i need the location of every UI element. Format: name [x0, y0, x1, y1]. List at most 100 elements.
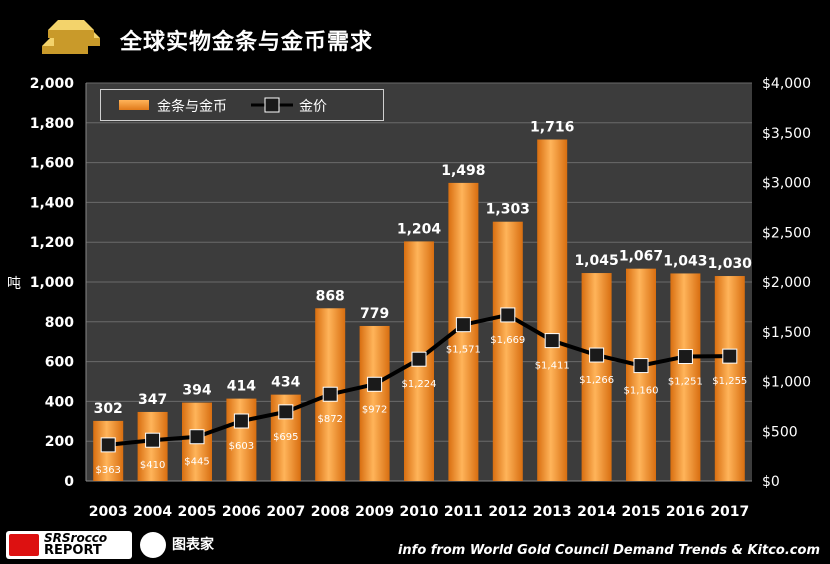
bar-value-label: 1,498 — [441, 163, 485, 179]
bar-value-label: 1,716 — [530, 120, 574, 136]
bar — [359, 325, 390, 481]
price-marker — [100, 437, 116, 453]
price-value-label: $1,266 — [579, 375, 614, 386]
y2-tick-label: $1,000 — [762, 375, 811, 391]
y2-tick-label: $500 — [762, 424, 798, 440]
price-value-label: $1,669 — [490, 335, 525, 346]
logo-circle-icon — [140, 532, 166, 558]
bar — [581, 273, 612, 481]
x-tick-label: 2010 — [400, 504, 439, 520]
x-tick-label: 2005 — [178, 504, 217, 520]
y2-tick-label: $3,000 — [762, 176, 811, 192]
y-tick-label: 1,600 — [30, 156, 75, 172]
bar-value-label: 779 — [360, 306, 389, 322]
y2-tick-label: $3,500 — [762, 126, 811, 142]
gold-bar-side — [54, 38, 100, 46]
y-tick-label: 200 — [45, 434, 74, 450]
y-tick-label: 600 — [45, 355, 74, 371]
bar-value-label: 347 — [138, 392, 167, 408]
price-marker — [278, 404, 294, 420]
x-tick-label: 2007 — [266, 504, 305, 520]
page-title: 全球实物金条与金币需求 — [120, 30, 374, 55]
bar-value-label: 1,045 — [574, 253, 618, 269]
y2-tick-label: $2,000 — [762, 275, 811, 291]
gold-bar-top — [48, 20, 94, 30]
y-tick-label: 800 — [45, 315, 74, 331]
bar-value-label: 1,030 — [708, 256, 753, 272]
legend-label-line: 金价 — [299, 99, 327, 115]
bar-value-label: 302 — [94, 401, 123, 417]
price-value-label: $972 — [362, 404, 387, 415]
y-tick-label: 400 — [45, 394, 74, 410]
bar-value-label: 394 — [182, 383, 211, 399]
price-value-label: $1,255 — [712, 376, 747, 387]
x-tick-label: 2014 — [577, 504, 616, 520]
logo-watermark-text: 图表家 — [172, 537, 214, 553]
bar — [714, 276, 745, 481]
price-value-label: $410 — [140, 460, 165, 471]
price-value-label: $1,411 — [535, 361, 570, 372]
price-value-label: $872 — [317, 414, 342, 425]
price-marker — [233, 413, 249, 429]
y2-tick-label: $4,000 — [762, 76, 811, 92]
price-marker — [455, 317, 471, 333]
x-tick-label: 2006 — [222, 504, 261, 520]
bar-value-label: 868 — [316, 288, 345, 304]
gold-bar-side — [42, 46, 88, 54]
price-marker — [633, 358, 649, 374]
y-tick-label: 2,000 — [30, 76, 75, 92]
bar — [670, 273, 701, 481]
price-marker — [500, 307, 516, 323]
price-marker — [367, 376, 383, 392]
bar — [537, 139, 568, 482]
bar — [226, 398, 257, 481]
price-marker — [544, 333, 560, 349]
x-tick-label: 2009 — [355, 504, 394, 520]
price-value-label: $1,571 — [446, 345, 481, 356]
price-value-label: $603 — [229, 441, 254, 452]
price-value-label: $1,224 — [402, 379, 437, 390]
price-value-label: $445 — [184, 457, 209, 468]
gold-bars-icon — [42, 20, 100, 54]
price-value-label: $1,251 — [668, 377, 703, 388]
price-marker — [722, 348, 738, 364]
y2-tick-label: $1,500 — [762, 325, 811, 341]
price-value-label: $1,160 — [624, 386, 659, 397]
x-tick-label: 2013 — [533, 504, 572, 520]
y-tick-label: 1,000 — [30, 275, 75, 291]
bar-value-label: 434 — [271, 375, 300, 391]
logo-text-1: SRSrocco — [44, 531, 108, 545]
x-tick-label: 2015 — [622, 504, 661, 520]
price-value-label: $363 — [95, 465, 120, 476]
price-marker — [677, 349, 693, 365]
y-tick-label: 0 — [64, 474, 74, 490]
y-tick-label: 1,200 — [30, 235, 75, 251]
x-tick-label: 2016 — [666, 504, 705, 520]
bar-value-label: 1,067 — [619, 249, 663, 265]
x-tick-label: 2003 — [89, 504, 128, 520]
bar-value-label: 1,204 — [397, 221, 442, 237]
source-note: info from World Gold Council Demand Tren… — [397, 543, 820, 558]
tubiaojia-logo: 图表家 — [140, 530, 230, 560]
legend-label-bars: 金条与金币 — [157, 99, 227, 115]
legend: 金条与金币 金价 — [100, 89, 384, 121]
x-tick-label: 2017 — [710, 504, 749, 520]
price-marker — [189, 429, 205, 445]
price-value-label: $695 — [273, 432, 298, 443]
price-marker — [145, 432, 161, 448]
price-marker — [322, 386, 338, 402]
legend-line-swatch — [251, 97, 293, 113]
bar — [626, 268, 656, 481]
logo-text-2: REPORT — [44, 543, 102, 558]
srsrocco-report-logo: SRSrocco REPORT — [6, 531, 132, 559]
legend-bar-swatch — [119, 100, 149, 110]
y-axis-label: 吨 — [7, 276, 21, 292]
price-marker — [411, 351, 427, 367]
y2-tick-label: $0 — [762, 474, 780, 490]
x-tick-label: 2008 — [311, 504, 350, 520]
x-tick-label: 2011 — [444, 504, 483, 520]
y-tick-label: 1,800 — [30, 116, 75, 132]
bar-value-label: 1,303 — [486, 202, 530, 218]
